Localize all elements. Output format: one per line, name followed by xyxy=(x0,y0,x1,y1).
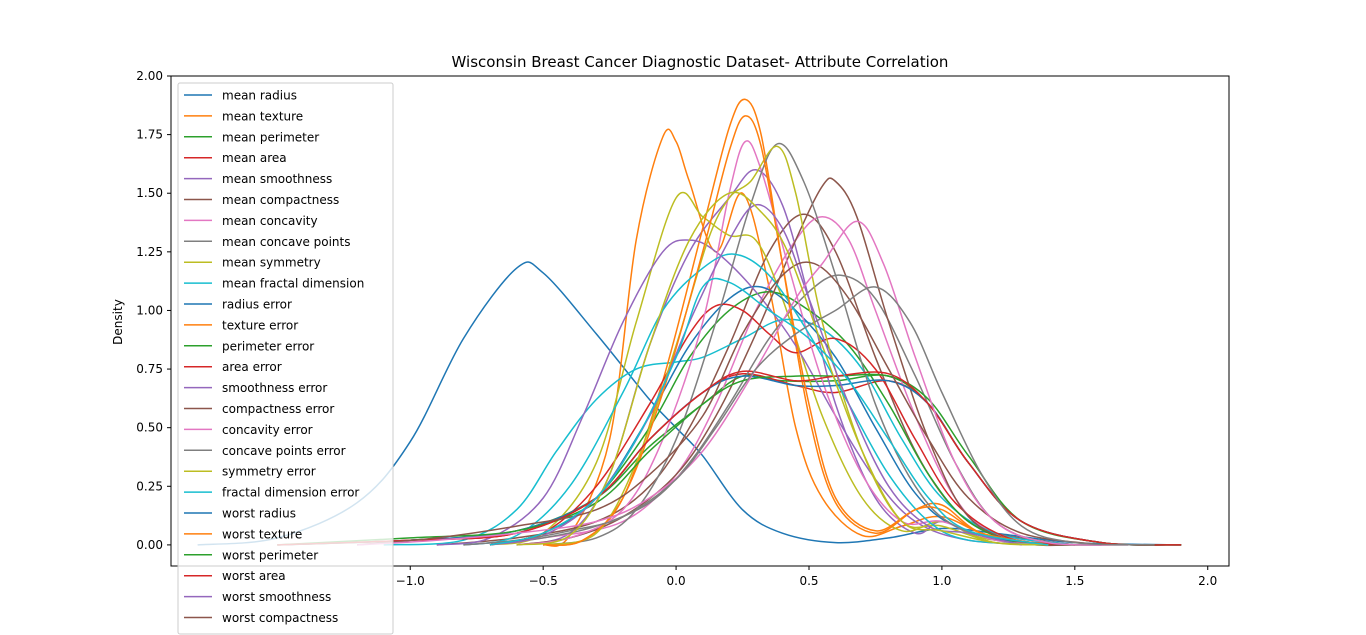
legend-label: radius error xyxy=(222,298,292,312)
legend-label: worst perimeter xyxy=(222,548,318,562)
legend-label: worst radius xyxy=(222,507,296,521)
x-tick-label: 1.5 xyxy=(1065,574,1084,588)
y-tick-label: 2.00 xyxy=(136,69,163,83)
series-line-area-error xyxy=(489,303,1075,546)
x-tick-label: 0.0 xyxy=(667,574,686,588)
series-lines xyxy=(197,98,1182,547)
legend-label: mean texture xyxy=(222,109,303,123)
x-axis-ticks: −1.0 −0.5 0.0 0.5 1.0 1.5 2.0 xyxy=(396,566,1217,588)
series-line-mean-area xyxy=(277,373,1182,546)
legend-label: smoothness error xyxy=(222,381,327,395)
series-line-worst-compactness xyxy=(357,261,1102,546)
series-line-symmetry-error xyxy=(543,145,1049,546)
y-tick-label: 0.00 xyxy=(136,538,163,552)
series-line-worst-radius xyxy=(277,375,1182,546)
y-tick-label: 1.25 xyxy=(136,245,163,259)
series-line-worst-texture xyxy=(543,115,1049,546)
x-tick-label: 0.5 xyxy=(799,574,818,588)
y-tick-label: 1.75 xyxy=(136,128,163,142)
series-line-worst-concave-points xyxy=(463,286,1155,546)
plot-area-frame xyxy=(170,75,1230,567)
series-line-concave-points-error xyxy=(543,142,1022,546)
x-tick-label: 1.0 xyxy=(932,574,951,588)
y-tick-label: 0.25 xyxy=(136,479,163,493)
y-tick-label: 1.50 xyxy=(136,186,163,200)
y-axis-ticks: 0.00 0.25 0.50 0.75 1.00 1.25 1.50 1.75 2.00 xyxy=(136,69,171,552)
series-line-worst-symmetry xyxy=(516,191,1049,546)
x-tick-label: −1.0 xyxy=(396,574,425,588)
legend-label: mean perimeter xyxy=(222,130,319,144)
legend-label: worst texture xyxy=(222,527,302,541)
series-line-worst-fractal-dimension xyxy=(489,277,1049,546)
legend-label: concavity error xyxy=(222,423,313,437)
series-line-mean-symmetry xyxy=(489,191,1049,546)
legend-label: mean compactness xyxy=(222,193,339,207)
legend-label: worst smoothness xyxy=(222,590,331,604)
legend-label: mean symmetry xyxy=(222,256,321,270)
legend-label: mean area xyxy=(222,151,287,165)
legend-box xyxy=(177,82,394,635)
y-tick-label: 0.75 xyxy=(136,362,163,376)
legend-label: perimeter error xyxy=(222,339,314,353)
legend-label: worst compactness xyxy=(222,611,338,625)
series-line-worst-concavity xyxy=(357,220,1129,546)
x-tick-label: −0.5 xyxy=(529,574,558,588)
series-line-worst-perimeter xyxy=(277,373,1182,546)
series-line-worst-area xyxy=(277,370,1182,546)
legend-label: mean fractal dimension xyxy=(222,277,364,291)
series-line-smoothness-error xyxy=(436,239,1049,546)
legend: mean radius mean texture mean perimeter mea… xyxy=(177,82,394,635)
series-line-mean-radius xyxy=(197,261,1182,546)
legend-label: concave points error xyxy=(222,444,346,458)
series-line-fractal-dimension-error xyxy=(463,253,1049,546)
series-line-mean-perimeter xyxy=(277,374,1182,546)
x-tick-label: 2.0 xyxy=(1198,574,1217,588)
chart-title: Wisconsin Breast Cancer Diagnostic Datas… xyxy=(452,53,949,71)
series-line-mean-fractal-dimension xyxy=(383,318,1075,546)
y-tick-label: 1.00 xyxy=(136,303,163,317)
y-axis-label: Density xyxy=(111,299,125,345)
legend-label: texture error xyxy=(222,318,298,332)
legend-label: compactness error xyxy=(222,402,334,416)
legend-label: fractal dimension error xyxy=(222,486,359,500)
legend-label: area error xyxy=(222,360,282,374)
legend-label: symmetry error xyxy=(222,465,316,479)
legend-label: mean concavity xyxy=(222,214,318,228)
legend-label: mean concave points xyxy=(222,235,351,249)
legend-label: worst area xyxy=(222,569,286,583)
series-line-concavity-error xyxy=(516,140,1049,546)
y-tick-label: 0.50 xyxy=(136,421,163,435)
legend-label: mean smoothness xyxy=(222,172,332,186)
legend-label: mean radius xyxy=(222,89,297,103)
